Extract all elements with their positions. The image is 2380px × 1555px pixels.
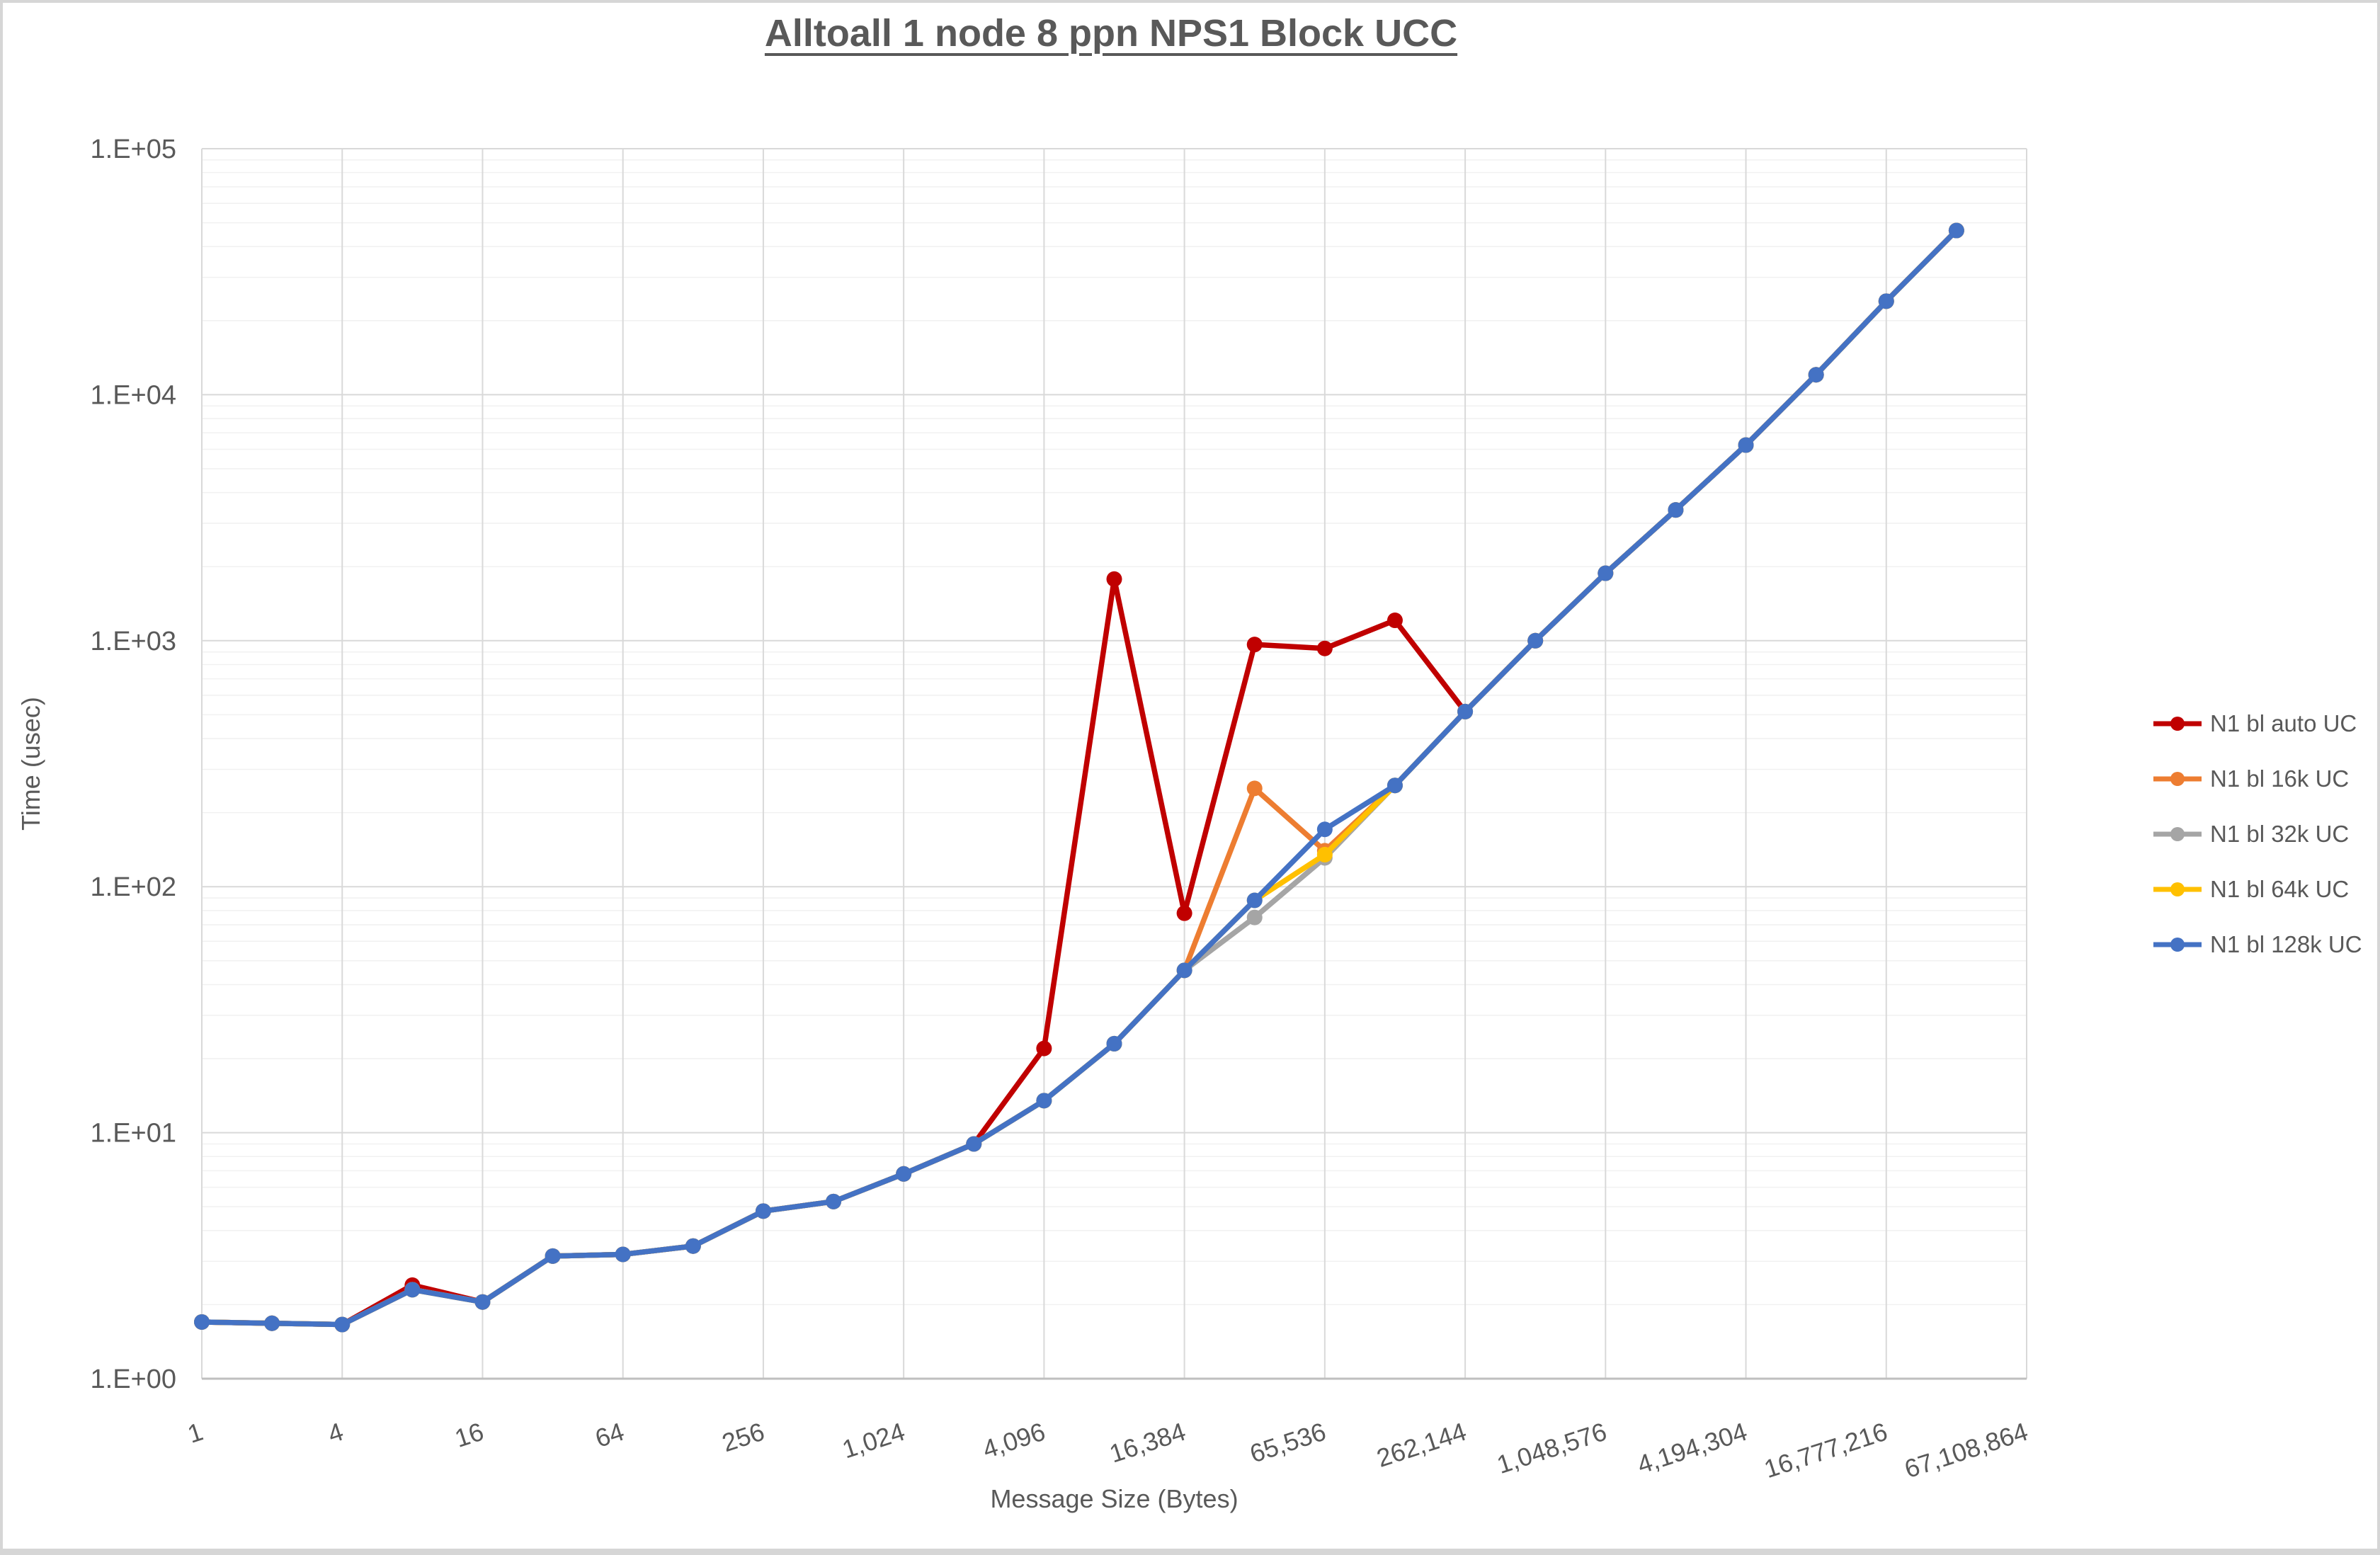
data-point-n1-bl-auto-uc	[1387, 613, 1403, 629]
legend-marker-dot	[2170, 882, 2185, 896]
data-point-n1-bl-128k-uc	[1527, 632, 1544, 649]
x-tick-label: 16,777,216	[1760, 1417, 1891, 1484]
data-point-n1-bl-128k-uc	[1176, 962, 1192, 979]
data-point-n1-bl-128k-uc	[1106, 1035, 1122, 1052]
legend-label: N1 bl 32k UC	[2210, 821, 2349, 847]
y-tick-label: 1.E+02	[91, 872, 177, 902]
data-point-n1-bl-128k-uc	[1457, 703, 1474, 719]
data-point-n1-bl-16k-uc	[1246, 780, 1263, 797]
legend-item: N1 bl 32k UC	[2153, 821, 2349, 847]
x-tick-label: 4	[324, 1417, 347, 1449]
legend-marker-dot	[2170, 717, 2185, 731]
data-point-n1-bl-128k-uc	[474, 1294, 491, 1310]
x-tick-label: 4,096	[979, 1417, 1049, 1464]
legend-item: N1 bl auto UC	[2153, 710, 2357, 736]
data-point-n1-bl-32k-uc	[1246, 909, 1263, 925]
x-tick-label: 1,024	[838, 1417, 908, 1464]
data-point-n1-bl-auto-uc	[1246, 637, 1263, 653]
legend-item: N1 bl 128k UC	[2153, 931, 2362, 957]
y-tick-label: 1.E+05	[91, 135, 177, 164]
data-point-n1-bl-128k-uc	[545, 1248, 561, 1264]
data-point-n1-bl-128k-uc	[334, 1316, 351, 1333]
data-point-n1-bl-128k-uc	[615, 1246, 631, 1263]
x-tick-label: 65,536	[1246, 1417, 1329, 1469]
x-tick-label: 64	[591, 1417, 627, 1453]
x-tick-label: 4,194,304	[1634, 1417, 1750, 1479]
data-point-n1-bl-128k-uc	[1738, 437, 1754, 453]
series-line-n1-bl-128k-uc	[199, 227, 1959, 1328]
x-tick-label: 1	[184, 1417, 207, 1449]
chart-title: Alltoall 1 node 8 ppn NPS1 Block UCC	[764, 12, 1458, 55]
data-point-n1-bl-auto-uc	[1176, 905, 1192, 921]
y-tick-label: 1.E+00	[91, 1365, 177, 1394]
legend: N1 bl auto UC N1 bl 16k UC N1 bl 32k UC N1 …	[2153, 710, 2362, 957]
data-point-n1-bl-128k-uc	[685, 1238, 701, 1254]
data-point-n1-bl-128k-uc	[755, 1203, 771, 1219]
data-point-n1-bl-128k-uc	[404, 1282, 421, 1298]
line-chart: 1.E+00 1.E+01 1.E+02 1.E+03 1.E+04 1.E+05 1 4 16…	[16, 135, 2362, 1513]
data-point-n1-bl-128k-uc	[896, 1166, 912, 1182]
data-point-n1-bl-128k-uc	[826, 1193, 842, 1209]
y-tick-label: 1.E+01	[91, 1119, 177, 1149]
data-point-n1-bl-128k-uc	[1808, 367, 1824, 383]
data-point-n1-bl-128k-uc	[1387, 778, 1403, 794]
data-point-n1-bl-128k-uc	[1598, 565, 1614, 581]
legend-item: N1 bl 16k UC	[2153, 765, 2349, 792]
y-tick-label: 1.E+04	[91, 380, 177, 410]
data-point-n1-bl-128k-uc	[1036, 1093, 1052, 1109]
data-point-n1-bl-128k-uc	[264, 1315, 280, 1331]
data-point-n1-bl-128k-uc	[1246, 892, 1263, 908]
x-tick-label: 262,144	[1373, 1417, 1469, 1473]
data-point-n1-bl-128k-uc	[966, 1136, 982, 1152]
data-point-n1-bl-auto-uc	[1036, 1040, 1052, 1056]
data-point-n1-bl-128k-uc	[1948, 222, 1964, 239]
x-tick-label: 1,048,576	[1493, 1417, 1610, 1479]
legend-label: N1 bl 16k UC	[2210, 765, 2349, 792]
y-tick-label: 1.E+03	[91, 627, 177, 656]
legend-item: N1 bl 64k UC	[2153, 876, 2349, 902]
y-axis-title: Time (usec)	[16, 697, 45, 831]
data-point-n1-bl-auto-uc	[1316, 640, 1333, 656]
legend-marker-dot	[2170, 772, 2185, 786]
data-point-n1-bl-64k-uc	[1316, 846, 1333, 862]
x-tick-label: 256	[719, 1417, 768, 1458]
x-tick-label: 16	[451, 1417, 487, 1453]
data-point-n1-bl-auto-uc	[1106, 571, 1122, 587]
x-tick-label: 16,384	[1106, 1417, 1189, 1469]
legend-label: N1 bl auto UC	[2210, 710, 2357, 736]
legend-label: N1 bl 64k UC	[2210, 876, 2349, 902]
legend-label: N1 bl 128k UC	[2210, 931, 2362, 957]
data-point-n1-bl-128k-uc	[1668, 502, 1684, 518]
data-point-n1-bl-128k-uc	[194, 1314, 210, 1330]
x-tick-label: 67,108,864	[1901, 1417, 2031, 1484]
data-point-n1-bl-128k-uc	[1878, 293, 1894, 309]
data-point-n1-bl-128k-uc	[1316, 821, 1333, 838]
legend-marker-dot	[2170, 827, 2185, 841]
x-axis-title: Message Size (Bytes)	[990, 1484, 1238, 1513]
legend-marker-dot	[2170, 938, 2185, 952]
